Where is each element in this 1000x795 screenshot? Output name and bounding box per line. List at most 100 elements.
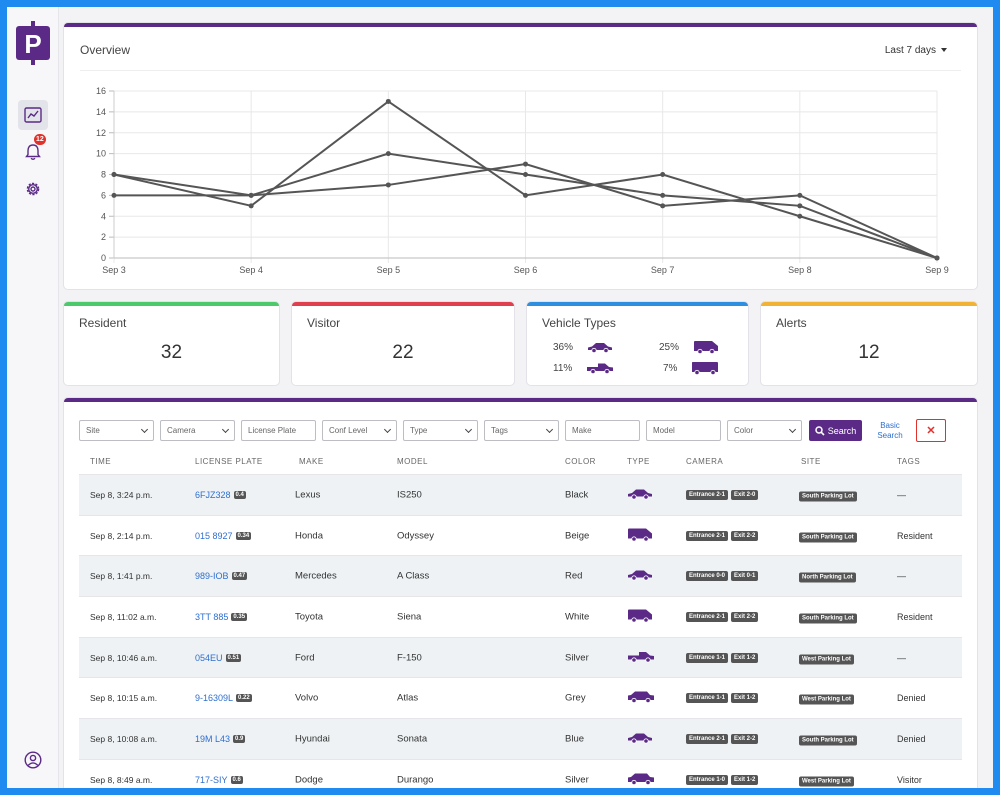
row-plate: 054EU 0.51 <box>195 652 242 663</box>
data-point <box>797 203 803 209</box>
table-row[interactable]: Sep 8, 10:46 a.m. 054EU 0.51 Ford F-150 Silve… <box>79 636 962 678</box>
header-color[interactable]: COLOR <box>565 457 596 466</box>
tags-select[interactable]: Tags <box>484 420 559 441</box>
resident-count: 32 <box>160 342 183 363</box>
header-plate[interactable]: LICENSE PLATE <box>195 457 263 466</box>
app-logo[interactable]: P <box>16 21 50 65</box>
header-tags[interactable]: TAGS <box>897 457 921 466</box>
model-input[interactable]: Model <box>646 420 721 441</box>
row-tags: — <box>897 489 906 500</box>
suv-icon <box>628 773 654 785</box>
table-row[interactable]: Sep 8, 2:14 p.m. 015 8927 0.34 Honda Odyssey… <box>79 514 962 556</box>
data-point <box>523 172 528 177</box>
vehicle-type-pct: 11% <box>553 362 573 374</box>
sidebar-item-notifications[interactable]: 12 <box>18 134 48 167</box>
header-make[interactable]: MAKE <box>299 457 324 466</box>
visitor-card[interactable]: Visitor 22 <box>292 302 514 385</box>
site-select[interactable]: Site <box>79 420 154 441</box>
table-row[interactable]: Sep 8, 11:02 a.m. 3TT 885 0.35 Toyota Siena W… <box>79 596 962 637</box>
date-range-dropdown[interactable]: Last 7 days <box>885 45 947 56</box>
plate-link[interactable]: 989-IOB <box>195 571 229 582</box>
y-tick-label: 4 <box>101 211 106 221</box>
row-camera: Entrance 2-1 Exit 2-2 <box>686 530 761 541</box>
type-select[interactable]: Type <box>403 420 478 441</box>
alerts-count: 12 <box>858 342 880 363</box>
clear-filters-button[interactable]: ✕ <box>916 419 946 442</box>
search-button[interactable]: Search <box>809 420 862 441</box>
plate-link[interactable]: 717-SIY <box>195 774 228 785</box>
row-type <box>627 527 653 544</box>
overview-card: Overview Last 7 days 0 2 4 6 8 10 12 14 16 Sep 3 S… <box>64 23 977 289</box>
data-point <box>111 172 117 177</box>
row-model: Sonata <box>397 733 428 745</box>
table-row[interactable]: Sep 8, 1:41 p.m. 989-IOB 0.47 Mercedes A Cla… <box>79 555 962 597</box>
header-type[interactable]: TYPE <box>627 457 650 466</box>
data-point <box>797 192 803 198</box>
basic-search-link[interactable]: Basic Search <box>877 421 903 441</box>
row-color: White <box>565 611 590 623</box>
vehicle-type-sedan: 36% <box>553 341 613 353</box>
chevron-down-icon <box>788 425 797 433</box>
header-site[interactable]: SITE <box>801 457 821 466</box>
row-camera: Entrance 2-1 Exit 2-0 <box>686 489 761 500</box>
plate-link[interactable]: 054EU <box>195 652 223 663</box>
vehicle-type-pct: 36% <box>553 341 574 353</box>
row-color: Blue <box>565 733 585 745</box>
camera-select[interactable]: Camera <box>160 420 235 441</box>
vehicle-type-pct: 25% <box>659 341 680 353</box>
sedan-icon <box>628 489 652 500</box>
row-time: Sep 8, 10:15 a.m. <box>90 693 158 704</box>
camera-chip: Exit 2-2 <box>731 733 759 744</box>
resident-card[interactable]: Resident 32 <box>64 302 279 385</box>
y-tick-label: 10 <box>96 149 106 159</box>
site-chip: South Parking Lot <box>799 613 857 624</box>
header-model[interactable]: MODEL <box>397 457 428 466</box>
alerts-card[interactable]: Alerts 12 <box>761 302 977 385</box>
plate-link[interactable]: 3TT 885 <box>195 611 229 622</box>
row-site: South Parking Lot <box>799 489 860 502</box>
color-select[interactable]: Color <box>727 420 802 441</box>
x-tick-label: Sep 8 <box>788 265 812 275</box>
row-tags: Resident <box>897 611 933 622</box>
x-tick-label: Sep 7 <box>651 265 675 275</box>
table-row[interactable]: Sep 8, 10:15 a.m. 9-16309L 0.22 Volvo Atlas G… <box>79 677 962 718</box>
row-model: F-150 <box>397 652 422 664</box>
close-icon: ✕ <box>926 425 936 437</box>
row-camera: Entrance 2-1 Exit 2-2 <box>686 733 761 744</box>
conf-level-select-label: Conf Level <box>329 426 368 435</box>
y-tick-label: 6 <box>101 190 106 200</box>
model-placeholder: Model <box>653 426 675 435</box>
make-input[interactable]: Make <box>565 420 640 441</box>
table-row[interactable]: Sep 8, 8:49 a.m. 717-SIY 0.6 Dodge Durango Si… <box>79 758 962 788</box>
conf-level-select[interactable]: Conf Level <box>322 420 397 441</box>
row-time: Sep 8, 2:14 p.m. <box>90 530 153 541</box>
camera-chip: Exit 0-1 <box>731 571 759 582</box>
license-plate-input[interactable]: License Plate <box>241 420 316 441</box>
table-row[interactable]: Sep 8, 3:24 p.m. 6FJZ328 0.4 Lexus IS250 Blac… <box>79 474 962 515</box>
plate-link[interactable]: 19M L43 <box>195 733 231 744</box>
sidebar-item-settings[interactable] <box>18 174 48 204</box>
data-point <box>660 192 666 198</box>
row-make: Volvo <box>295 692 319 704</box>
sidebar-item-profile[interactable] <box>18 745 48 775</box>
gear-icon <box>26 182 40 196</box>
license-plate-placeholder: License Plate <box>248 426 297 435</box>
confidence-badge: 0.35 <box>231 612 248 621</box>
row-color: Silver <box>565 652 589 664</box>
row-make: Ford <box>295 652 315 664</box>
vehicle-types-card[interactable]: Vehicle Types 36% 25% 11% 7% <box>527 302 748 385</box>
sidebar-item-dashboard[interactable] <box>18 100 48 130</box>
plate-link[interactable]: 9-16309L <box>195 693 234 704</box>
row-time: Sep 8, 10:08 a.m. <box>90 733 158 744</box>
table-row[interactable]: Sep 8, 10:08 a.m. 19M L43 0.9 Hyundai Sonata… <box>79 718 962 759</box>
plate-link[interactable]: 6FJZ328 <box>195 489 231 500</box>
data-point <box>523 192 528 198</box>
row-model: Durango <box>397 774 434 786</box>
row-plate: 717-SIY 0.6 <box>195 775 243 785</box>
chevron-down-icon <box>383 425 392 433</box>
header-time[interactable]: TIME <box>90 457 112 466</box>
plate-link[interactable]: 015 8927 <box>195 530 233 541</box>
row-make: Mercedes <box>295 570 337 582</box>
overview-title: Overview <box>80 43 131 57</box>
header-camera[interactable]: CAMERA <box>686 457 724 466</box>
